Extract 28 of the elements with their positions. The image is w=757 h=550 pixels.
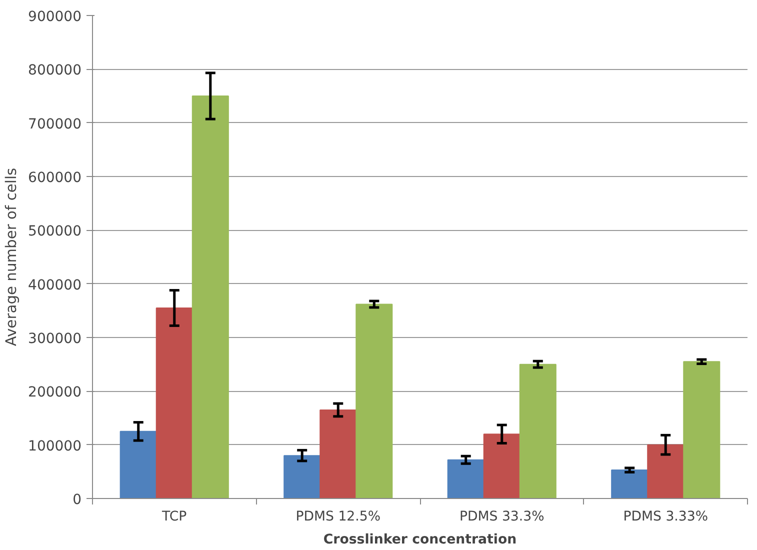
y-tick-label: 0: [72, 492, 82, 508]
x-tick-label: PDMS 3.33%: [623, 510, 708, 524]
x-tick-label: TCP: [161, 510, 187, 524]
bar: [120, 430, 157, 498]
bar: [647, 444, 684, 498]
y-tick-label: 600000: [28, 170, 82, 186]
bar: [447, 459, 484, 498]
bar: [156, 307, 193, 498]
bar: [519, 364, 556, 498]
y-tick-label: 500000: [28, 224, 82, 240]
y-axis-title: Average number of cells: [3, 168, 20, 346]
y-tick-label: 200000: [28, 384, 82, 401]
bar: [356, 304, 393, 498]
bar: [611, 470, 648, 498]
x-tick-label: PDMS 33.3%: [459, 510, 544, 524]
y-tick-label: 400000: [28, 277, 82, 294]
y-tick-label: 700000: [28, 116, 82, 132]
y-tick-label: 800000: [28, 62, 82, 79]
bar: [683, 361, 720, 498]
x-tick-label: PDMS 12.5%: [296, 510, 381, 524]
bar: [284, 455, 321, 498]
bar: [320, 409, 357, 498]
bar: [483, 434, 520, 498]
y-tick-label: 900000: [28, 9, 82, 25]
bar: [192, 96, 229, 498]
y-tick-label: 300000: [28, 331, 82, 347]
y-tick-label: 100000: [28, 438, 82, 454]
x-axis-title: Crosslinker concentration: [323, 532, 517, 548]
